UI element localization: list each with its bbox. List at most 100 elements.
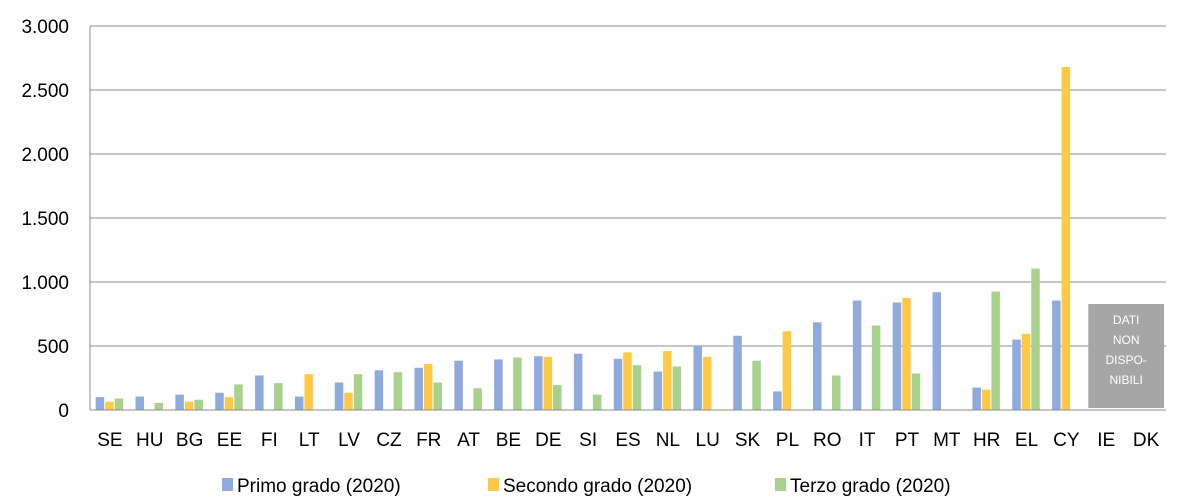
not-available-box xyxy=(1088,304,1164,408)
bar xyxy=(902,298,911,410)
bar xyxy=(991,291,1000,410)
x-axis-categories: SE HU BG EE FI LT LV CZ FR AT BE DE SI ES NL LU SK PL RO IT… xyxy=(97,430,1159,451)
bar xyxy=(473,388,482,410)
bar xyxy=(702,356,712,410)
bar xyxy=(672,366,682,410)
bar xyxy=(892,302,902,410)
bar xyxy=(294,396,304,410)
y-axis-ticks: 0 500 1.000 1.500 2.000 2.500 3.000 xyxy=(21,17,69,422)
bar xyxy=(653,371,663,410)
bar xyxy=(623,352,632,410)
bar xyxy=(632,365,642,410)
x-tick-label: RO xyxy=(813,430,842,451)
bar xyxy=(773,391,782,410)
bar xyxy=(972,387,981,410)
x-tick-label: FR xyxy=(416,430,441,451)
x-tick-label: LU xyxy=(696,430,720,451)
bar xyxy=(911,373,921,410)
y-tick-label: 2.500 xyxy=(21,81,69,102)
bar xyxy=(454,360,463,410)
bar xyxy=(234,384,243,410)
bar xyxy=(852,300,862,410)
x-tick-label: SI xyxy=(579,430,597,451)
x-tick-label: LT xyxy=(299,430,320,451)
bar xyxy=(1012,339,1021,410)
x-tick-label: AT xyxy=(457,430,480,451)
legend-label: Secondo grado (2020) xyxy=(503,476,692,497)
bar xyxy=(543,356,553,410)
x-tick-label: EL xyxy=(1015,430,1038,451)
y-tick-label: 1.000 xyxy=(21,273,69,294)
y-tick-label: 0 xyxy=(58,401,69,422)
bar xyxy=(274,383,283,410)
bar xyxy=(393,372,403,410)
bar xyxy=(1061,66,1071,411)
x-tick-label: BE xyxy=(496,430,521,451)
gridlines xyxy=(90,25,1166,347)
bar xyxy=(513,357,522,410)
not-available-label: NIBILI xyxy=(1109,373,1142,387)
bar xyxy=(184,401,194,410)
bar xyxy=(733,335,742,410)
bar xyxy=(663,351,672,410)
bar xyxy=(135,396,145,410)
x-tick-label: CZ xyxy=(376,430,402,451)
x-tick-label: MT xyxy=(933,430,961,451)
bar xyxy=(154,402,164,410)
bar xyxy=(1021,333,1031,410)
legend-label: Terzo grado (2020) xyxy=(790,476,951,497)
bar xyxy=(871,325,881,410)
legend: Primo grado (2020) Secondo grado (2020) Te… xyxy=(222,476,951,497)
y-tick-label: 1.500 xyxy=(21,209,69,230)
x-tick-label: IT xyxy=(859,430,876,451)
bar xyxy=(95,397,105,410)
x-tick-label: BG xyxy=(176,430,203,451)
bars xyxy=(95,66,1071,411)
x-tick-label: SE xyxy=(97,430,122,451)
legend-swatch xyxy=(488,478,499,491)
bar xyxy=(224,397,234,410)
x-tick-label: HU xyxy=(136,430,163,451)
bar xyxy=(175,394,184,410)
bar xyxy=(334,382,344,410)
bar xyxy=(573,353,583,410)
not-available-label: DISPO- xyxy=(1105,353,1146,367)
bar xyxy=(981,389,991,410)
legend-swatch xyxy=(775,478,786,491)
x-tick-label: FI xyxy=(261,430,278,451)
x-tick-label: ES xyxy=(615,430,640,451)
bar xyxy=(613,358,623,410)
bar xyxy=(693,345,702,410)
y-tick-label: 3.000 xyxy=(21,17,69,38)
bar xyxy=(832,375,841,410)
bar xyxy=(592,394,602,410)
bar xyxy=(255,375,264,410)
bar xyxy=(534,356,543,410)
bar xyxy=(1031,268,1040,410)
x-tick-label: EE xyxy=(217,430,242,451)
bar xyxy=(414,367,423,410)
bar xyxy=(553,385,562,410)
x-tick-label: NL xyxy=(656,430,680,451)
y-tick-label: 2.000 xyxy=(21,145,69,166)
bar xyxy=(215,392,224,410)
x-tick-label: SK xyxy=(735,430,761,451)
bar xyxy=(782,331,792,410)
bar xyxy=(1052,300,1061,410)
bar xyxy=(353,374,363,410)
bar xyxy=(304,374,313,410)
x-tick-label: DE xyxy=(535,430,561,451)
axes xyxy=(89,26,1166,411)
not-available-label: DATI xyxy=(1113,313,1139,327)
y-tick-label: 500 xyxy=(37,337,69,358)
bar xyxy=(813,322,822,410)
bar xyxy=(752,360,761,410)
bar xyxy=(114,398,124,410)
bar xyxy=(344,392,353,410)
x-tick-label: LV xyxy=(338,430,360,451)
bar xyxy=(932,292,942,410)
bar xyxy=(374,370,384,410)
bar xyxy=(194,399,203,410)
legend-swatch xyxy=(222,478,233,491)
